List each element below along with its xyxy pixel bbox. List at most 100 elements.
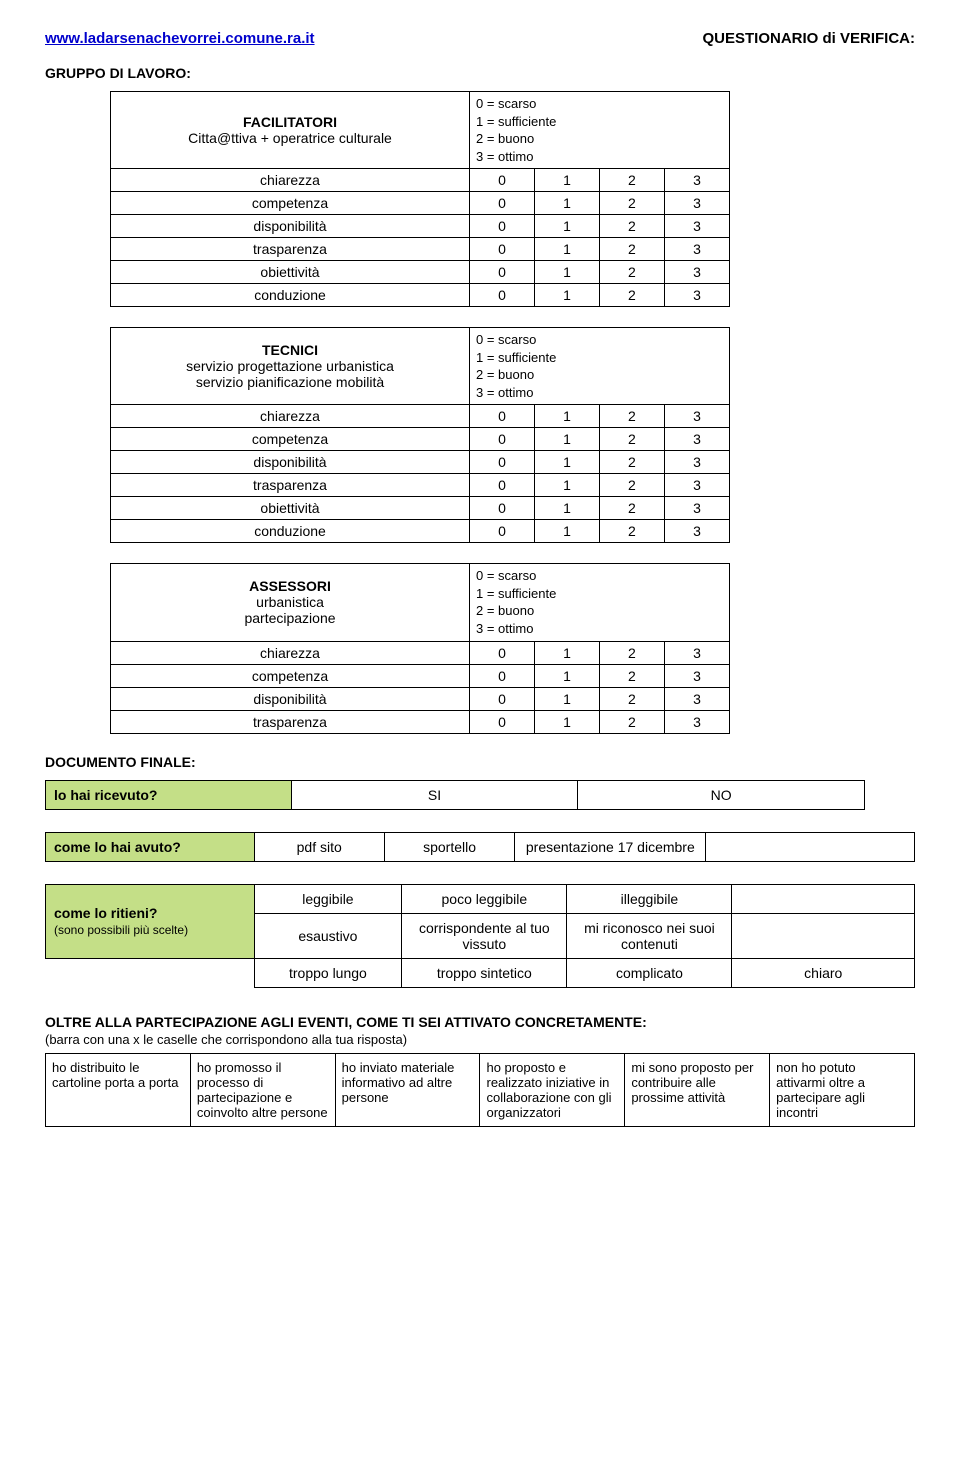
avuto-opt-2[interactable]: presentazione 17 dicembre — [515, 832, 706, 861]
oltre-cell-2[interactable]: ho inviato materiale informativo ad altr… — [335, 1053, 480, 1126]
block-1-row-0-v0[interactable]: 0 — [470, 405, 535, 428]
block-0-row-5-label: conduzione — [111, 284, 470, 307]
block-0-row-4-v1[interactable]: 1 — [534, 261, 599, 284]
block-0-row-4-v3[interactable]: 3 — [664, 261, 729, 284]
block-0-row-3-v2[interactable]: 2 — [599, 238, 664, 261]
block-1-row-3-v0[interactable]: 0 — [470, 474, 535, 497]
block-0-row-5-v3[interactable]: 3 — [664, 284, 729, 307]
block-1-row-2-v1[interactable]: 1 — [534, 451, 599, 474]
docfinal-no[interactable]: NO — [578, 780, 865, 809]
block-2-row-2-v3[interactable]: 3 — [664, 687, 729, 710]
block-1-row-4-v3[interactable]: 3 — [664, 497, 729, 520]
ritieni-r3c4[interactable]: chiaro — [732, 958, 915, 987]
block-1-row-1-v0[interactable]: 0 — [470, 428, 535, 451]
block-1-row-2-v3[interactable]: 3 — [664, 451, 729, 474]
oltre-cell-0[interactable]: ho distribuito le cartoline porta a port… — [46, 1053, 191, 1126]
ritieni-r1c4[interactable] — [732, 884, 915, 913]
ritieni-r2c4[interactable] — [732, 913, 915, 958]
avuto-opt-3[interactable] — [706, 832, 915, 861]
block-1-row-3-v2[interactable]: 2 — [599, 474, 664, 497]
avuto-opt-0[interactable]: pdf sito — [254, 832, 384, 861]
block-1-row-2-v0[interactable]: 0 — [470, 451, 535, 474]
oltre-cell-5[interactable]: non ho potuto attivarmi oltre a partecip… — [770, 1053, 915, 1126]
block-0-row-0-v1[interactable]: 1 — [534, 169, 599, 192]
ritieni-r1c3[interactable]: illeggibile — [567, 884, 732, 913]
block-2-legend: 0 = scarso1 = sufficiente2 = buono3 = ot… — [470, 564, 730, 641]
block-2-row-2-v0[interactable]: 0 — [470, 687, 535, 710]
oltre-title: OLTRE ALLA PARTECIPAZIONE AGLI EVENTI, C… — [45, 1014, 915, 1030]
block-0-row-2-v0[interactable]: 0 — [470, 215, 535, 238]
oltre-cell-1[interactable]: ho promosso il processo di partecipazion… — [190, 1053, 335, 1126]
oltre-cell-4[interactable]: mi sono proposto per contribuire alle pr… — [625, 1053, 770, 1126]
block-2-row-0-v2[interactable]: 2 — [599, 641, 664, 664]
ritieni-r1c1[interactable]: leggibile — [254, 884, 402, 913]
block-2-row-2-v1[interactable]: 1 — [534, 687, 599, 710]
docfinal-title: DOCUMENTO FINALE: — [45, 754, 915, 770]
oltre-cell-3[interactable]: ho proposto e realizzato iniziative in c… — [480, 1053, 625, 1126]
ritieni-r3c1[interactable]: troppo lungo — [254, 958, 402, 987]
block-0-row-1-v0[interactable]: 0 — [470, 192, 535, 215]
block-1-row-4-v1[interactable]: 1 — [534, 497, 599, 520]
block-1-row-1-v1[interactable]: 1 — [534, 428, 599, 451]
block-0-row-2-v3[interactable]: 3 — [664, 215, 729, 238]
header-url[interactable]: www.ladarsenachevorrei.comune.ra.it — [45, 30, 315, 47]
block-2-row-0-v1[interactable]: 1 — [534, 641, 599, 664]
ritieni-q: come lo ritieni?(sono possibili più scel… — [46, 884, 255, 958]
block-2-row-3-v1[interactable]: 1 — [534, 710, 599, 733]
block-1-row-5-v3[interactable]: 3 — [664, 520, 729, 543]
block-0-row-5-v0[interactable]: 0 — [470, 284, 535, 307]
block-2-row-3-v2[interactable]: 2 — [599, 710, 664, 733]
ritieni-r2c2[interactable]: corrispondente al tuo vissuto — [402, 913, 567, 958]
block-1-row-1-label: competenza — [111, 428, 470, 451]
block-1-row-2-v2[interactable]: 2 — [599, 451, 664, 474]
block-0-row-1-v2[interactable]: 2 — [599, 192, 664, 215]
ritieni-r3c3[interactable]: complicato — [567, 958, 732, 987]
block-2-row-1-v1[interactable]: 1 — [534, 664, 599, 687]
block-2-row-2-v2[interactable]: 2 — [599, 687, 664, 710]
block-1-row-0-v2[interactable]: 2 — [599, 405, 664, 428]
block-1-row-0-v1[interactable]: 1 — [534, 405, 599, 428]
block-0-row-4-label: obiettività — [111, 261, 470, 284]
block-0-row-2-v1[interactable]: 1 — [534, 215, 599, 238]
block-0-row-5-v2[interactable]: 2 — [599, 284, 664, 307]
block-1-row-4-v0[interactable]: 0 — [470, 497, 535, 520]
block-0-row-2-v2[interactable]: 2 — [599, 215, 664, 238]
docfinal-si[interactable]: SI — [291, 780, 578, 809]
block-0-row-1-v1[interactable]: 1 — [534, 192, 599, 215]
docfinal-q: lo hai ricevuto? — [46, 780, 292, 809]
block-2-row-3-v0[interactable]: 0 — [470, 710, 535, 733]
block-2-row-1-v3[interactable]: 3 — [664, 664, 729, 687]
block-0-row-3-v1[interactable]: 1 — [534, 238, 599, 261]
block-1-row-3-v1[interactable]: 1 — [534, 474, 599, 497]
block-0-row-4-v0[interactable]: 0 — [470, 261, 535, 284]
avuto-opt-1[interactable]: sportello — [384, 832, 514, 861]
block-1-row-3-v3[interactable]: 3 — [664, 474, 729, 497]
block-2-row-1-v2[interactable]: 2 — [599, 664, 664, 687]
oltre-sub: (barra con una x le caselle che corrispo… — [45, 1032, 915, 1047]
block-0-row-0-v0[interactable]: 0 — [470, 169, 535, 192]
block-1-row-4-label: obiettività — [111, 497, 470, 520]
block-0-row-0-v2[interactable]: 2 — [599, 169, 664, 192]
block-0-row-4-v2[interactable]: 2 — [599, 261, 664, 284]
block-0-row-5-v1[interactable]: 1 — [534, 284, 599, 307]
block-1-row-4-v2[interactable]: 2 — [599, 497, 664, 520]
block-0-row-0-v3[interactable]: 3 — [664, 169, 729, 192]
block-1-row-5-v1[interactable]: 1 — [534, 520, 599, 543]
block-2-row-3-v3[interactable]: 3 — [664, 710, 729, 733]
block-1-row-5-v2[interactable]: 2 — [599, 520, 664, 543]
block-0-row-3-v0[interactable]: 0 — [470, 238, 535, 261]
block-1-row-5-v0[interactable]: 0 — [470, 520, 535, 543]
block-1-row-1-v3[interactable]: 3 — [664, 428, 729, 451]
block-0-row-3-v3[interactable]: 3 — [664, 238, 729, 261]
block-2-row-0-v3[interactable]: 3 — [664, 641, 729, 664]
block-2-row-0-v0[interactable]: 0 — [470, 641, 535, 664]
ritieni-r2c1[interactable]: esaustivo — [254, 913, 402, 958]
ritieni-r3c2[interactable]: troppo sintetico — [402, 958, 567, 987]
ritieni-r1c2[interactable]: poco leggibile — [402, 884, 567, 913]
block-0-row-1-v3[interactable]: 3 — [664, 192, 729, 215]
block-1-row-0-v3[interactable]: 3 — [664, 405, 729, 428]
block-1-row-1-v2[interactable]: 2 — [599, 428, 664, 451]
block-2-row-1-v0[interactable]: 0 — [470, 664, 535, 687]
ritieni-r2c3[interactable]: mi riconosco nei suoi contenuti — [567, 913, 732, 958]
avuto-table: come lo hai avuto? pdf sito sportello pr… — [45, 832, 915, 862]
